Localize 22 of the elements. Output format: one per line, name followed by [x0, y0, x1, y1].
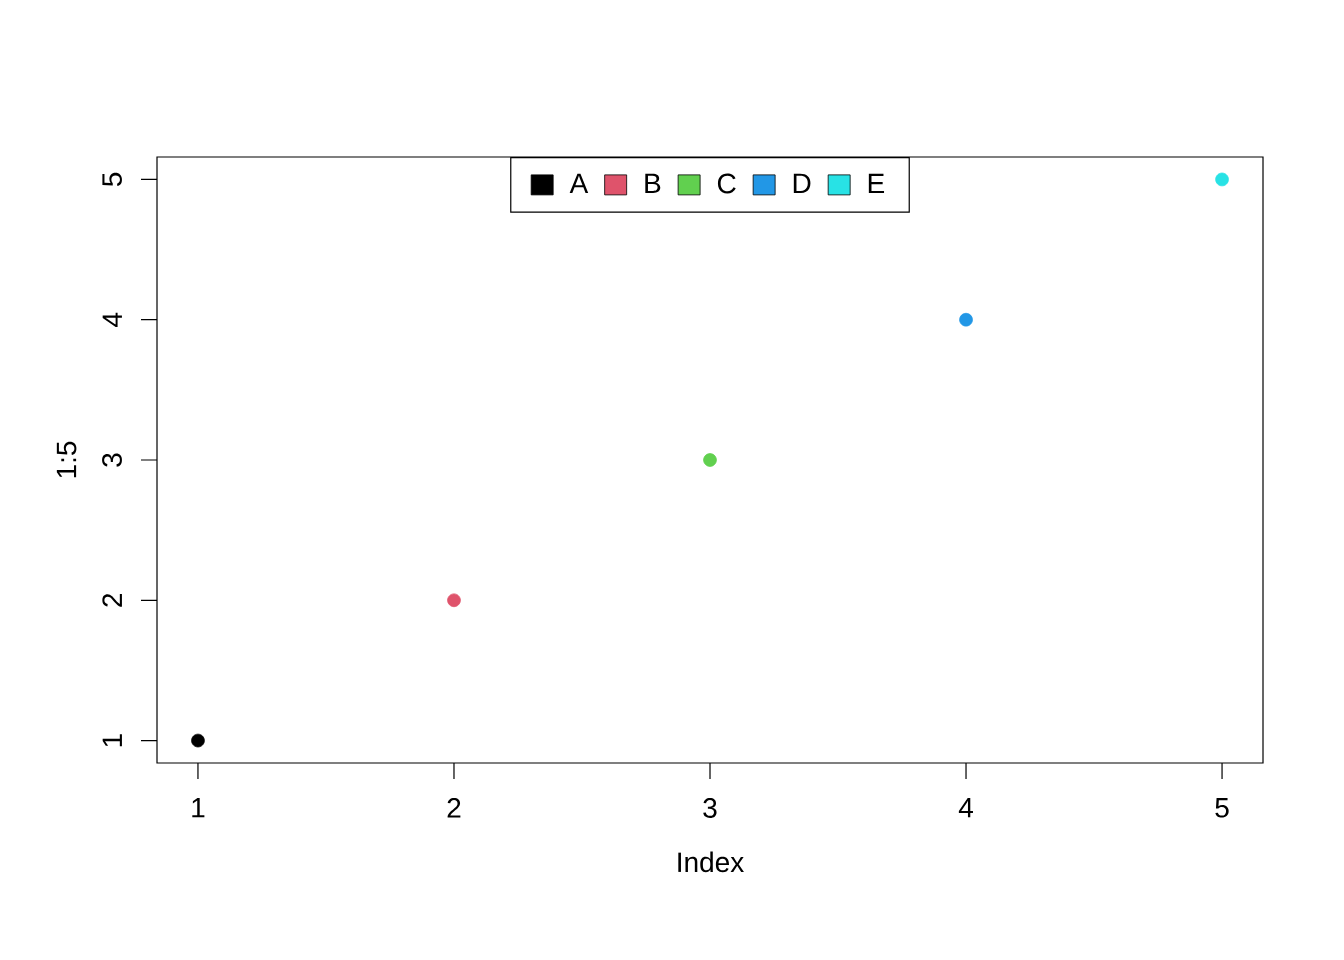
- point: [447, 593, 461, 608]
- x-tick-label: 1: [192, 798, 205, 818]
- legend-label: E: [868, 173, 885, 194]
- y-tick-label: 4: [102, 312, 122, 327]
- x-axis-title: Index: [678, 851, 744, 873]
- point: [191, 733, 205, 748]
- x-tick-label: 4: [958, 798, 973, 818]
- y-axis-title: 1:5: [56, 441, 77, 478]
- y-tick-label: 2: [102, 593, 122, 607]
- point: [959, 312, 973, 327]
- point: [1215, 172, 1229, 187]
- y-tick-label: 3: [102, 453, 122, 467]
- legend-label: C: [717, 173, 736, 194]
- legend-label: D: [793, 173, 811, 194]
- legend-label: A: [569, 173, 589, 194]
- y-tick-label: 1: [102, 734, 122, 747]
- y-tick-label: 5: [102, 172, 122, 187]
- x-tick-label: 3: [703, 798, 717, 818]
- x-tick-label: 5: [1215, 798, 1229, 818]
- point: [703, 453, 717, 467]
- legend-label: B: [645, 173, 661, 194]
- x-tick-label: 2: [447, 798, 461, 818]
